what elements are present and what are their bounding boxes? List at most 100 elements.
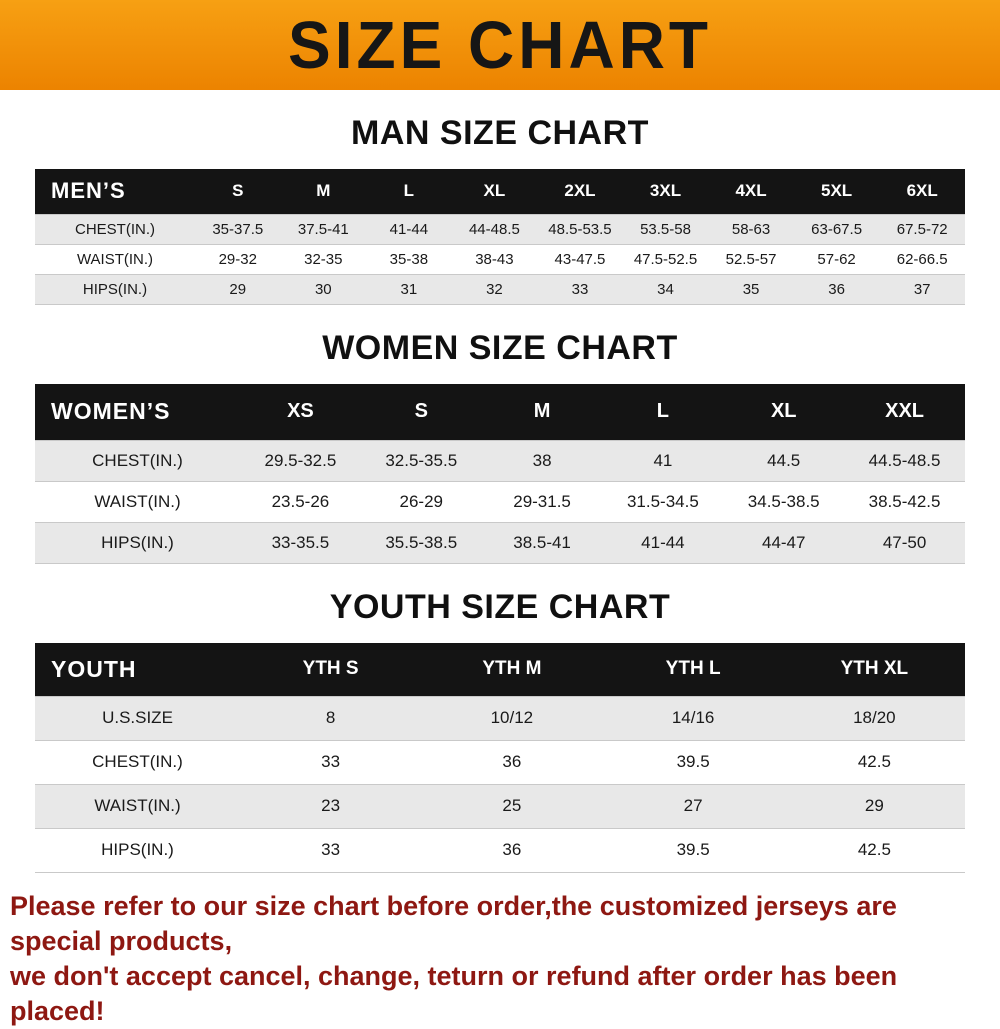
row-label: WAIST(IN.) xyxy=(94,492,181,511)
table-cell: 32.5-35.5 xyxy=(385,451,458,470)
table-row: CHEST(IN.) 33 36 39.5 42.5 xyxy=(35,740,965,784)
women-size-table: WOMEN’S XS S M L XL XXL CHEST(IN.) 29.5-32.5 32.5… xyxy=(35,383,965,565)
table-cell: 10/12 xyxy=(490,708,534,727)
row-label: HIPS(IN.) xyxy=(82,280,148,298)
column-header: YTH L xyxy=(602,643,784,696)
column-header: L xyxy=(366,169,452,214)
banner-title: SIZE CHART xyxy=(288,7,712,83)
table-cell: 29 xyxy=(864,796,884,815)
row-label: CHEST(IN.) xyxy=(75,220,155,238)
table-cell: 39.5 xyxy=(676,752,710,771)
footer-line-2: we don't accept cancel, change, teturn o… xyxy=(10,960,898,1026)
table-cell: 35-37.5 xyxy=(212,220,264,238)
table-cell: 47-50 xyxy=(882,533,927,552)
row-label: WAIST(IN.) xyxy=(94,796,181,815)
table-cell: 38 xyxy=(532,451,552,470)
column-header: M xyxy=(481,383,603,441)
women-size-section: WOMEN SIZE CHART WOMEN’S XS S M L XL XXL CHEST(… xyxy=(0,329,1000,565)
table-cell: 26-29 xyxy=(399,492,443,511)
table-corner-label: YOUTH xyxy=(35,643,240,696)
column-header: 4XL xyxy=(708,169,794,214)
column-header: 5XL xyxy=(793,169,880,214)
women-size-heading: WOMEN SIZE CHART xyxy=(322,328,678,367)
table-cell: 29-32 xyxy=(218,250,257,268)
table-row: CHEST(IN.) 35-37.5 37.5-41 41-44 44-48.5 48.5… xyxy=(35,214,965,244)
row-label: U.S.SIZE xyxy=(102,708,173,727)
column-header: XS xyxy=(240,383,361,441)
table-row: WAIST(IN.) 23 25 27 29 xyxy=(35,784,965,828)
table-cell: 36 xyxy=(502,840,522,859)
table-cell: 53.5-58 xyxy=(640,220,691,238)
table-cell: 27 xyxy=(683,796,703,815)
table-cell: 23 xyxy=(321,796,341,815)
row-label: HIPS(IN.) xyxy=(101,840,174,859)
table-cell: 31 xyxy=(400,280,418,298)
table-cell: 32 xyxy=(486,280,503,298)
column-header: 6XL xyxy=(879,169,965,214)
table-cell: 34 xyxy=(657,280,674,298)
column-header: M xyxy=(280,169,367,214)
column-header: XXL xyxy=(844,383,965,441)
table-cell: 36 xyxy=(828,280,845,298)
table-row: HIPS(IN.) 33 36 39.5 42.5 xyxy=(35,828,965,872)
table-row: WAIST(IN.) 23.5-26 26-29 29-31.5 31.5-34.5 34… xyxy=(35,481,965,523)
table-cell: 33 xyxy=(571,280,589,298)
table-cell: 35 xyxy=(742,280,760,298)
men-size-table: MEN’S S M L XL 2XL 3XL 4XL 5XL 6XL CHEST(IN.) 35-37… xyxy=(35,169,965,305)
column-header: XL xyxy=(451,169,538,214)
table-cell: 34.5-38.5 xyxy=(747,492,820,511)
table-corner-label: WOMEN’S xyxy=(35,383,240,441)
table-cell: 38-43 xyxy=(475,250,514,268)
table-row: HIPS(IN.) 29 30 31 32 33 34 35 36 37 xyxy=(35,274,965,304)
table-cell: 35.5-38.5 xyxy=(385,533,458,552)
table-cell: 41 xyxy=(653,451,673,470)
table-cell: 44.5-48.5 xyxy=(868,451,941,470)
table-cell: 30 xyxy=(314,280,332,298)
table-cell: 43-47.5 xyxy=(554,250,606,268)
table-cell: 52.5-57 xyxy=(725,250,777,268)
table-cell: 18/20 xyxy=(853,708,896,727)
man-size-heading: MAN SIZE CHART xyxy=(351,114,649,152)
column-header: YTH S xyxy=(240,643,422,696)
table-cell: 47.5-52.5 xyxy=(633,250,698,268)
youth-size-table: YOUTH YTH S YTH M YTH L YTH XL U.S.SIZE 8 10/12… xyxy=(35,643,965,873)
table-cell: 39.5 xyxy=(676,840,710,859)
youth-size-section: YOUTH SIZE CHART YOUTH YTH S YTH M YTH L YTH… xyxy=(0,588,1000,873)
footer-disclaimer: Please refer to our size chart before or… xyxy=(0,889,1000,1029)
table-cell: 41-44 xyxy=(389,220,429,238)
table-cell: 35-38 xyxy=(389,250,429,268)
table-cell: 57-62 xyxy=(817,250,856,268)
table-row: HIPS(IN.) 33-35.5 35.5-38.5 38.5-41 41-44 44-… xyxy=(35,522,965,564)
column-header: YTH M xyxy=(421,643,603,696)
table-cell: 38.5-42.5 xyxy=(868,492,941,511)
row-label: CHEST(IN.) xyxy=(92,752,183,771)
table-cell: 29 xyxy=(229,280,247,298)
table-cell: 44-47 xyxy=(761,533,806,552)
table-cell: 41-44 xyxy=(641,533,685,552)
table-row: WAIST(IN.) 29-32 32-35 35-38 38-43 43-47.5 47.… xyxy=(35,244,965,274)
table-cell: 23.5-26 xyxy=(271,492,330,511)
column-header: S xyxy=(360,383,482,441)
row-label: CHEST(IN.) xyxy=(92,451,183,470)
table-cell: 38.5-41 xyxy=(513,533,571,552)
row-label: WAIST(IN.) xyxy=(76,250,154,268)
table-cell: 33-35.5 xyxy=(271,533,330,552)
table-cell: 25 xyxy=(502,796,522,815)
table-cell: 44-48.5 xyxy=(468,220,520,238)
table-cell: 67.5-72 xyxy=(896,220,948,238)
table-cell: 33 xyxy=(321,752,341,771)
table-row: U.S.SIZE 8 10/12 14/16 18/20 xyxy=(35,696,965,740)
table-cell: 37 xyxy=(913,280,931,298)
table-cell: 33 xyxy=(321,840,341,859)
table-cell: 37.5-41 xyxy=(297,220,349,238)
table-cell: 29.5-32.5 xyxy=(264,451,337,470)
column-header: 2XL xyxy=(537,169,623,214)
column-header: XL xyxy=(723,383,845,441)
row-label: HIPS(IN.) xyxy=(101,533,174,552)
footer-line-1: Please refer to our size chart before or… xyxy=(10,890,897,956)
table-cell: 62-66.5 xyxy=(896,250,948,268)
column-header: L xyxy=(602,383,724,441)
column-header: S xyxy=(195,169,281,214)
table-cell: 8 xyxy=(325,708,336,727)
table-cell: 29-31.5 xyxy=(513,492,571,511)
